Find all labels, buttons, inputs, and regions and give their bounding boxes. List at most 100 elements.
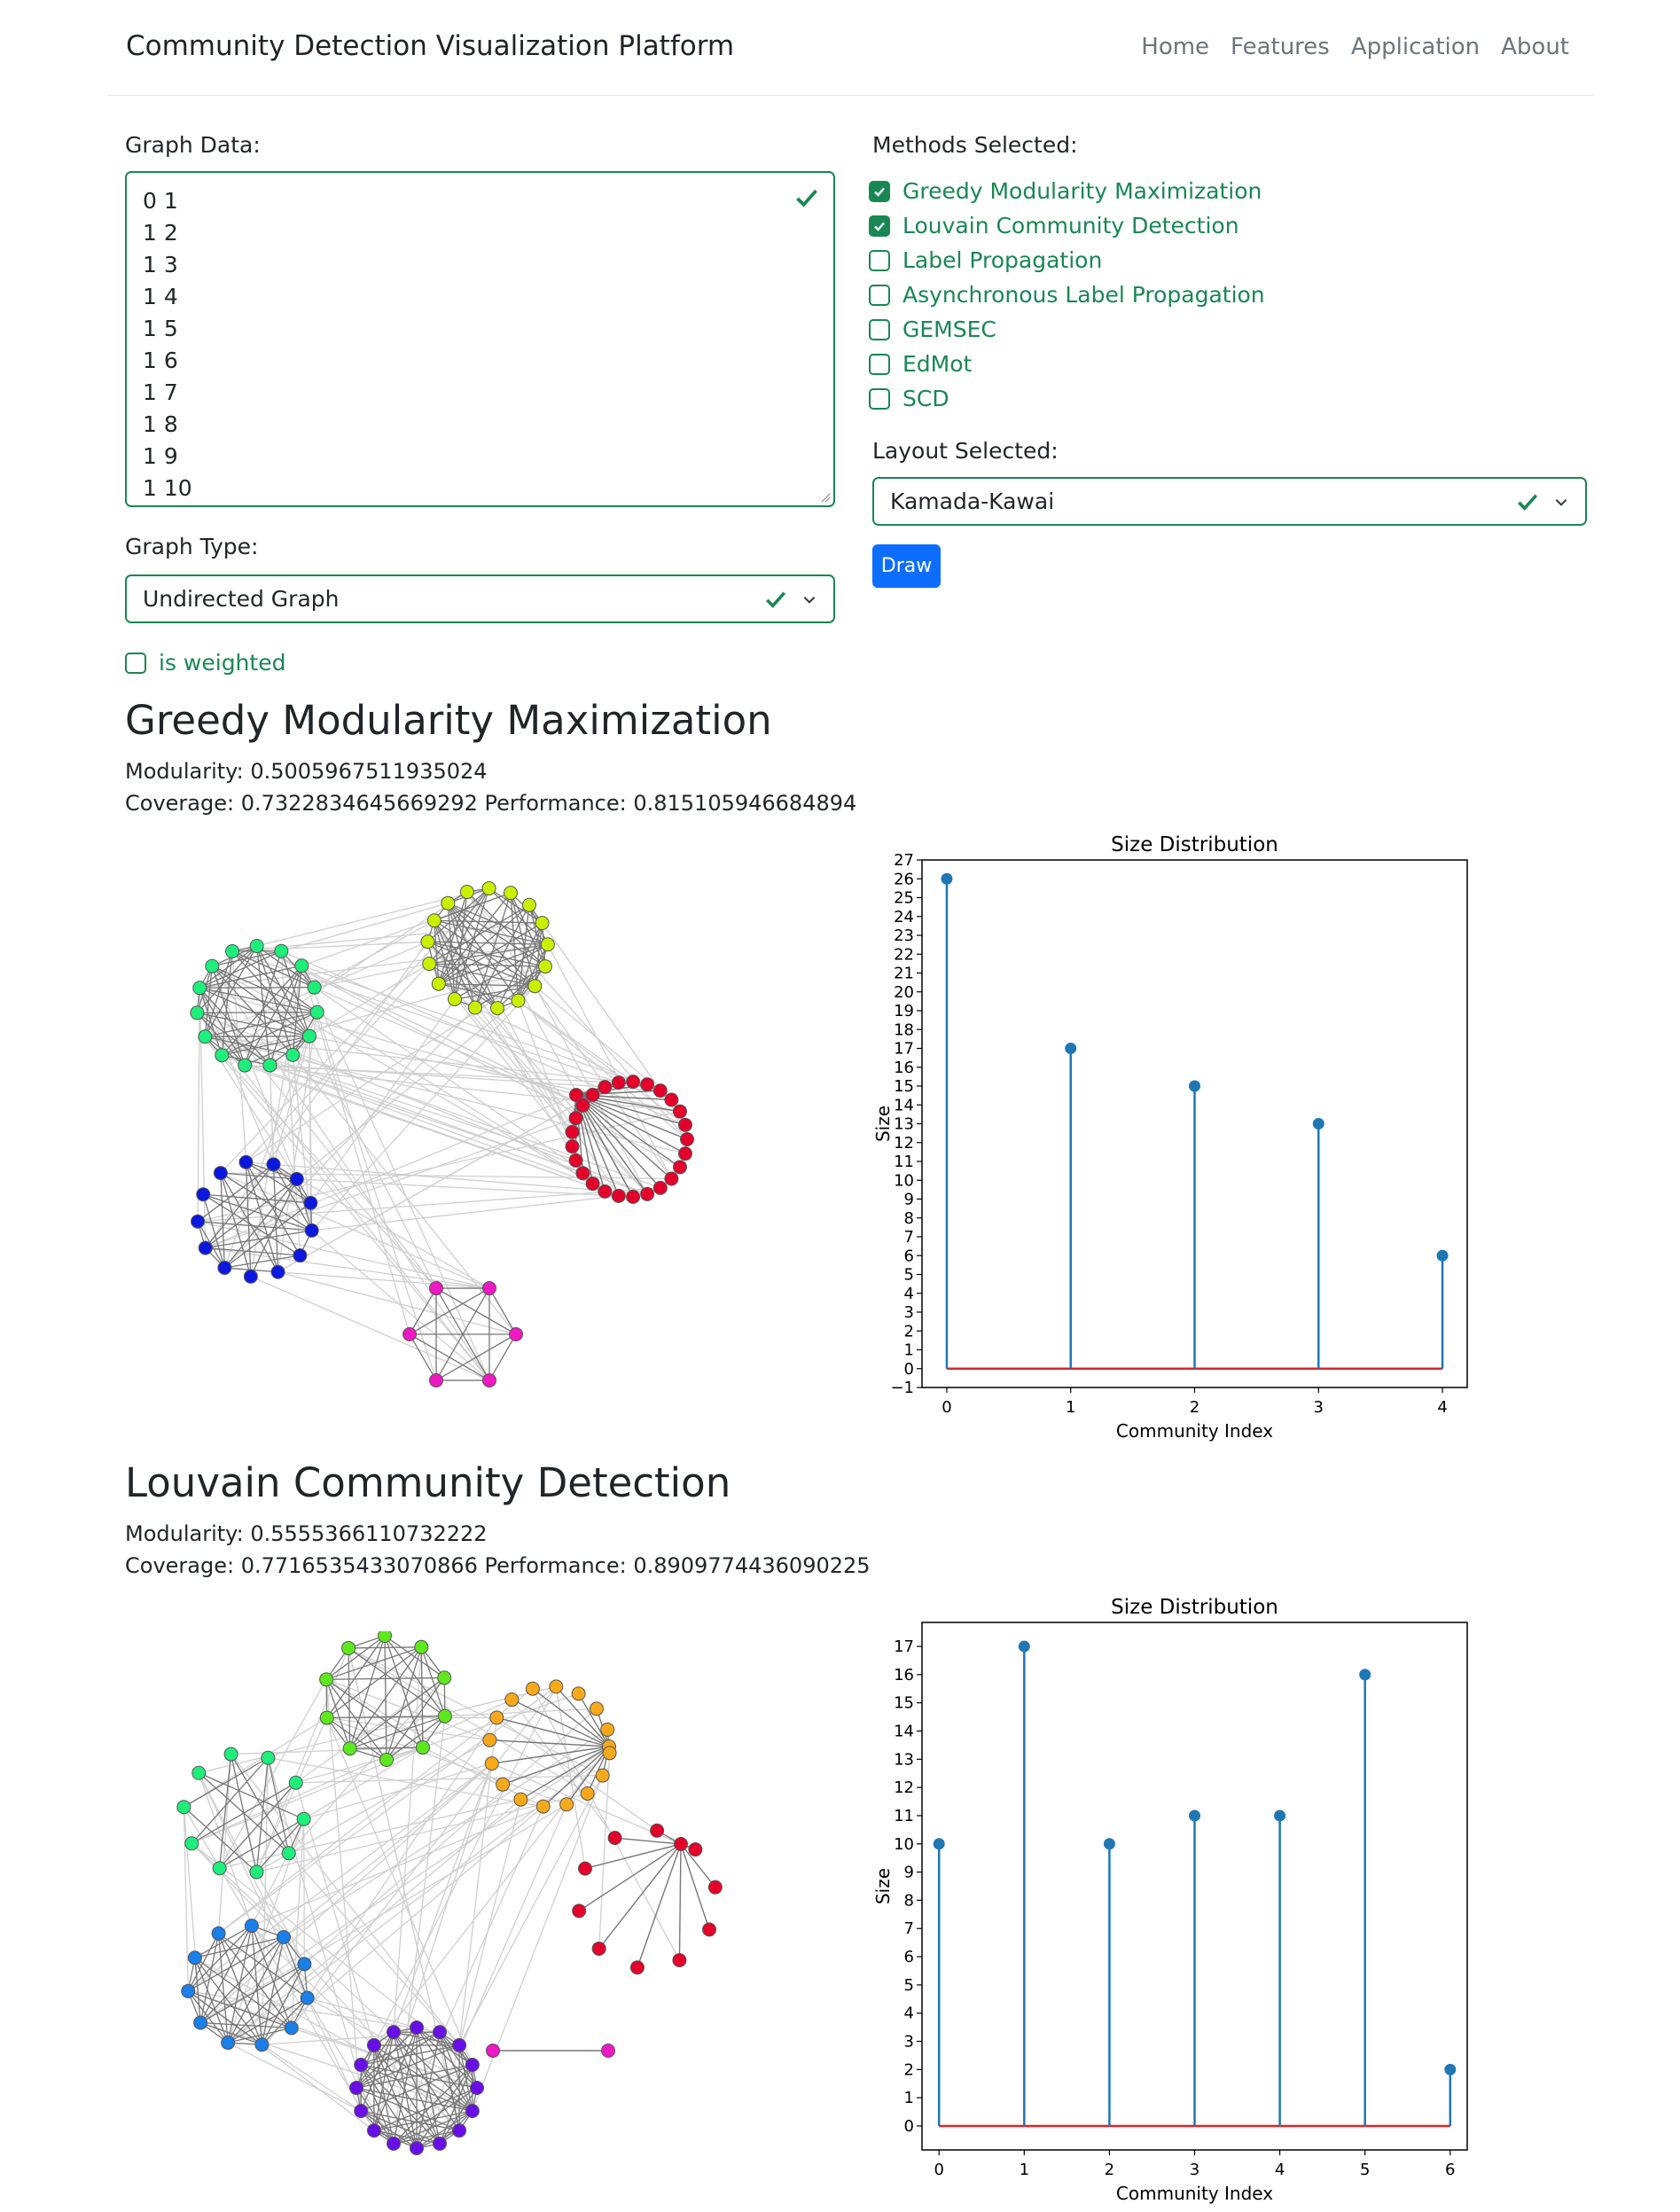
graph-node [651, 1824, 664, 1837]
methods-label: Methods Selected: [872, 132, 1078, 158]
method-checkbox[interactable] [869, 285, 890, 306]
graph-node [410, 2021, 424, 2035]
y-tick-label: 14 [894, 1096, 914, 1114]
navbar: Community Detection Visualization Platfo… [108, 0, 1594, 96]
method-checkbox[interactable] [869, 215, 890, 237]
method-checkbox[interactable] [869, 181, 890, 202]
method-checkbox[interactable] [869, 354, 890, 375]
graph-node [586, 1177, 599, 1191]
method-label: GEMSEC [903, 317, 996, 342]
graph-node [512, 994, 525, 1007]
graph-node [535, 917, 549, 930]
method-option[interactable]: SCD [869, 381, 1265, 416]
y-tick-label: 3 [904, 1303, 914, 1322]
network-graph-louvain [168, 1631, 727, 2163]
x-axis-label: Community Index [1116, 1420, 1273, 1442]
graph-node [453, 2038, 466, 2052]
inter-edge [434, 920, 619, 1196]
graph-data-line: 1 4 [143, 281, 817, 313]
intra-edge [246, 1162, 250, 1277]
y-tick-label: 12 [894, 1778, 914, 1797]
graph-node [177, 1801, 191, 1814]
inter-edge [599, 1753, 610, 1949]
method-label: EdMot [903, 351, 972, 377]
y-tick-label: 4 [904, 1285, 914, 1303]
resize-handle-icon[interactable] [818, 490, 831, 503]
graph-node [415, 1640, 428, 1653]
size-distribution-chart-louvain: Size Distribution01234567891011121314151… [873, 1591, 1512, 2212]
graph-type-select[interactable]: Undirected Graph [125, 574, 835, 623]
method-checkbox[interactable] [869, 250, 890, 271]
y-tick-label: 12 [894, 1134, 914, 1153]
y-tick-label: 13 [894, 1750, 914, 1769]
y-tick-label: 4 [904, 2005, 914, 2023]
method-option[interactable]: EdMot [869, 347, 1265, 381]
intra-edge [326, 1636, 385, 1679]
weighted-checkbox[interactable] [125, 653, 146, 674]
graph-node [342, 1641, 356, 1654]
method-option[interactable]: Asynchronous Label Propagation [869, 277, 1265, 312]
graph-node [510, 1328, 523, 1341]
graph-node [285, 2021, 298, 2035]
x-tick-label: 4 [1437, 1398, 1447, 1417]
y-tick-label: 8 [904, 1891, 914, 1910]
graph-node [627, 1190, 640, 1203]
graph-node [598, 1081, 612, 1094]
graph-node [282, 1847, 295, 1860]
chart-title: Size Distribution [1111, 1596, 1278, 1619]
graph-data-label: Graph Data: [125, 132, 261, 158]
stem-marker [1065, 1043, 1076, 1054]
graph-node [267, 1158, 280, 1171]
graph-node [465, 2105, 479, 2118]
nav-link-about[interactable]: About [1501, 34, 1569, 60]
stem-marker [934, 1838, 945, 1849]
nav-link-application[interactable]: Application [1351, 34, 1480, 60]
y-tick-label: 11 [894, 1153, 914, 1171]
graph-node [665, 1172, 678, 1185]
result-title-louvain: Louvain Community Detection [125, 1459, 731, 1506]
graph-node [483, 1282, 496, 1295]
navbar-brand[interactable]: Community Detection Visualization Platfo… [126, 30, 734, 62]
graph-node [320, 1711, 333, 1724]
y-axis-label: Size [873, 1868, 894, 1904]
y-tick-label: 15 [894, 1694, 914, 1713]
inter-edge [361, 1747, 609, 2065]
graph-node [286, 1048, 300, 1061]
graph-node [238, 1059, 252, 1072]
x-tick-label: 0 [934, 2161, 943, 2179]
graph-node [566, 1125, 579, 1138]
valid-check-icon [1516, 490, 1539, 513]
y-tick-label: 3 [904, 2033, 914, 2052]
method-checkbox[interactable] [869, 388, 890, 410]
weighted-checkbox-row[interactable]: is weighted [125, 650, 285, 676]
graph-node [421, 935, 434, 949]
graph-node [290, 1172, 303, 1185]
method-option[interactable]: Greedy Modularity Maximization [869, 174, 1265, 208]
graph-node [305, 1223, 318, 1237]
layout-select[interactable]: Kamada-Kawai [872, 477, 1587, 526]
nav-link-features[interactable]: Features [1231, 34, 1330, 60]
graph-node [199, 1030, 212, 1043]
method-option[interactable]: GEMSEC [869, 312, 1265, 347]
method-option[interactable]: Louvain Community Detection [869, 208, 1265, 243]
y-tick-label: 5 [904, 1266, 914, 1285]
graph-node [592, 1942, 606, 1955]
graph-node [566, 1140, 579, 1153]
stem-marker [1189, 1809, 1200, 1821]
graph-node [214, 1167, 227, 1180]
inter-edge [293, 1055, 660, 1188]
nav-link-home[interactable]: Home [1141, 34, 1209, 60]
graph-node [569, 1153, 582, 1167]
graph-node [653, 1181, 667, 1194]
graph-node [596, 1769, 609, 1782]
draw-button[interactable]: Draw [872, 544, 941, 588]
graph-data-line: 1 7 [143, 377, 817, 409]
graph-data-line: 1 6 [143, 345, 817, 377]
method-checkbox[interactable] [869, 319, 890, 340]
y-tick-label: 6 [904, 1948, 914, 1966]
intra-edge [637, 1844, 681, 1967]
x-tick-label: 2 [1190, 1398, 1199, 1417]
method-option[interactable]: Label Propagation [869, 243, 1265, 277]
y-tick-label: 27 [894, 851, 914, 870]
